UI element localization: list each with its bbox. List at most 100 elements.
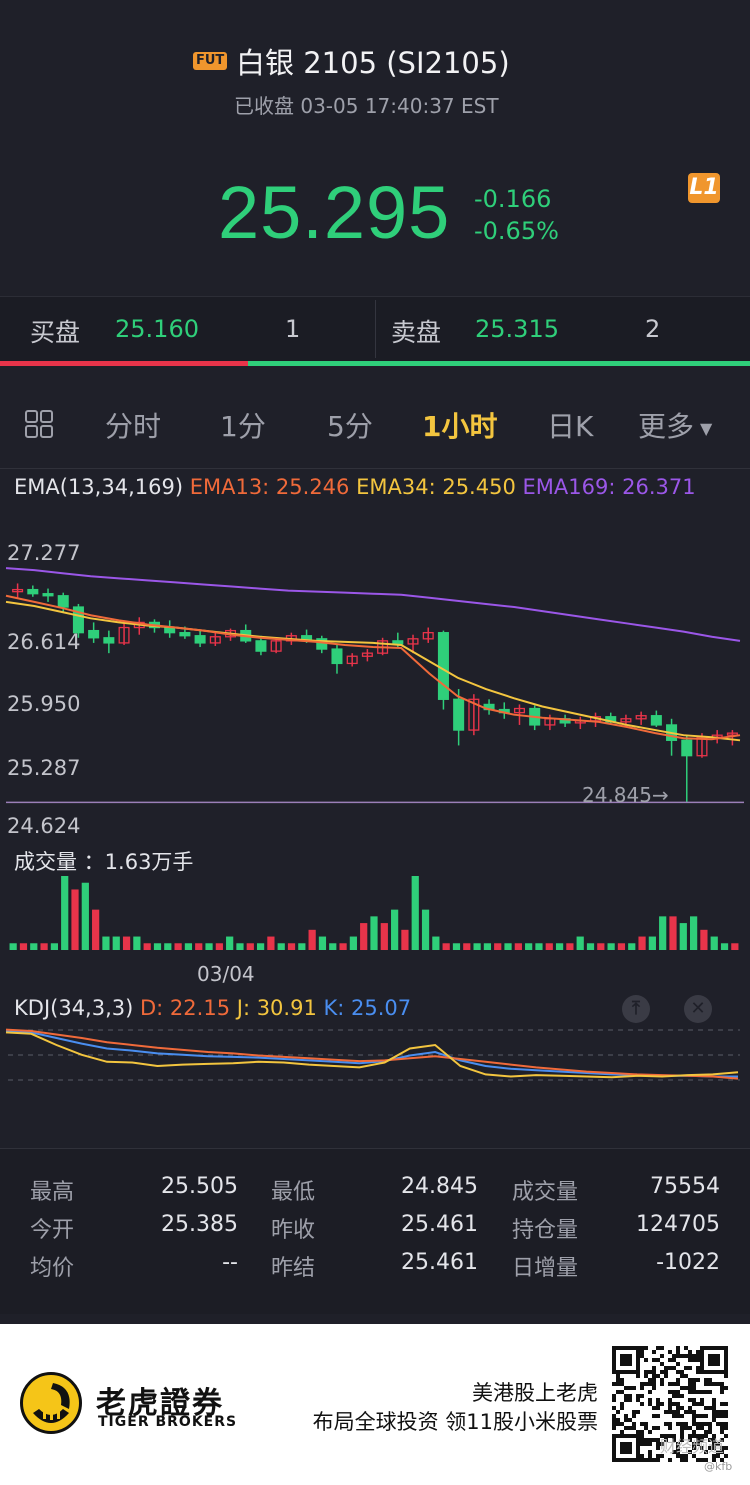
candle-body: [103, 637, 115, 644]
stat-label: 昨结: [271, 1256, 316, 1281]
qr-module: [688, 1426, 692, 1430]
ema13-line: [5, 594, 741, 741]
volume-bar: [494, 943, 502, 950]
qr-code-icon[interactable]: [612, 1346, 728, 1462]
slogan-line-1: 美港股上老虎: [472, 1381, 598, 1405]
qr-module: [676, 1406, 680, 1410]
volume-chart[interactable]: [0, 870, 750, 952]
qr-module: [720, 1414, 724, 1418]
qr-module: [704, 1450, 708, 1454]
qr-module: [692, 1414, 696, 1418]
qr-module: [644, 1422, 648, 1426]
ask-label: 卖盘: [391, 318, 442, 347]
kdj-j-line: [5, 1031, 739, 1079]
qr-module: [656, 1374, 660, 1378]
qr-module: [640, 1350, 644, 1354]
volume-bar: [628, 943, 636, 950]
tab-daily-k[interactable]: 日K: [547, 410, 594, 443]
candle-body: [88, 629, 100, 639]
qr-module: [672, 1410, 676, 1414]
tab-1min[interactable]: 1分: [220, 410, 266, 443]
qr-module: [672, 1366, 676, 1370]
volume-bar: [411, 876, 419, 950]
qr-module: [696, 1390, 700, 1394]
volume-bar: [659, 916, 667, 950]
tab-5min[interactable]: 5分: [327, 410, 373, 443]
qr-module: [648, 1450, 652, 1454]
qr-module: [644, 1374, 648, 1378]
qr-module: [712, 1434, 716, 1438]
qr-module: [696, 1422, 700, 1426]
volume-bar: [9, 943, 17, 950]
quote-header: [0, 0, 750, 296]
qr-module: [724, 1402, 728, 1406]
volume-bar: [102, 936, 110, 950]
date-axis-label: 03/04: [197, 962, 255, 986]
qr-module: [696, 1414, 700, 1418]
qr-module: [712, 1402, 716, 1406]
qr-module: [656, 1346, 660, 1350]
volume-bar: [40, 943, 48, 950]
candle-body: [453, 698, 465, 731]
qr-module: [668, 1426, 672, 1430]
qr-module: [708, 1406, 712, 1410]
volume-bar: [256, 943, 265, 950]
qr-module: [696, 1370, 700, 1374]
qr-module: [688, 1382, 692, 1386]
qr-module: [692, 1358, 696, 1362]
qr-module: [712, 1406, 716, 1410]
stat-label: 持仓量: [512, 1218, 579, 1243]
qr-module: [620, 1402, 624, 1406]
tab-1hour[interactable]: 1小时: [422, 410, 498, 443]
tab-timeshare[interactable]: 分时: [105, 410, 162, 443]
ema13-value: EMA13: 25.246: [189, 475, 350, 499]
qr-module: [688, 1366, 692, 1370]
qr-module: [652, 1426, 656, 1430]
qr-module: [640, 1354, 644, 1358]
qr-module: [684, 1374, 688, 1378]
qr-module: [684, 1354, 688, 1358]
kdj-chart[interactable]: [0, 1020, 750, 1100]
volume-bar: [679, 923, 687, 950]
qr-module: [648, 1402, 652, 1406]
volume-bar: [731, 943, 739, 950]
qr-module: [672, 1390, 676, 1394]
volume-bar: [205, 943, 213, 950]
volume-bar: [689, 916, 698, 950]
pin-top-icon[interactable]: ⤒: [622, 995, 650, 1023]
qr-module: [628, 1426, 632, 1430]
close-icon[interactable]: ✕: [684, 995, 712, 1023]
qr-module: [648, 1430, 652, 1434]
qr-module: [680, 1430, 684, 1434]
layout-grid-icon[interactable]: [24, 409, 54, 439]
qr-module: [704, 1382, 708, 1386]
qr-module: [652, 1370, 656, 1374]
qr-module: [680, 1422, 684, 1426]
qr-module: [704, 1434, 708, 1438]
qr-module: [672, 1402, 676, 1406]
kdj-k-value: K: 25.07: [323, 996, 412, 1020]
stat-label: 成交量: [512, 1180, 579, 1205]
qr-module: [720, 1426, 724, 1430]
qr-module: [692, 1402, 696, 1406]
level1-badge[interactable]: L1: [688, 173, 720, 203]
qr-module: [680, 1354, 684, 1358]
stat-value: 124705: [636, 1212, 720, 1237]
qr-module: [716, 1410, 720, 1414]
qr-module: [724, 1374, 728, 1378]
volume-bar: [226, 936, 234, 950]
stat-label: 最低: [271, 1180, 316, 1205]
volume-bar: [617, 943, 626, 950]
volume-bar: [19, 943, 28, 950]
qr-module: [712, 1382, 716, 1386]
qr-module: [620, 1406, 624, 1410]
qr-module: [632, 1386, 636, 1390]
qr-module: [620, 1378, 624, 1382]
qr-module: [648, 1454, 652, 1458]
ask-strength-bar: [247, 361, 750, 366]
qr-module: [700, 1458, 704, 1462]
qr-module: [712, 1414, 716, 1418]
candlestick-chart[interactable]: [0, 505, 750, 845]
candle-body: [650, 715, 662, 726]
tab-more[interactable]: 更多 ▼: [638, 405, 712, 445]
